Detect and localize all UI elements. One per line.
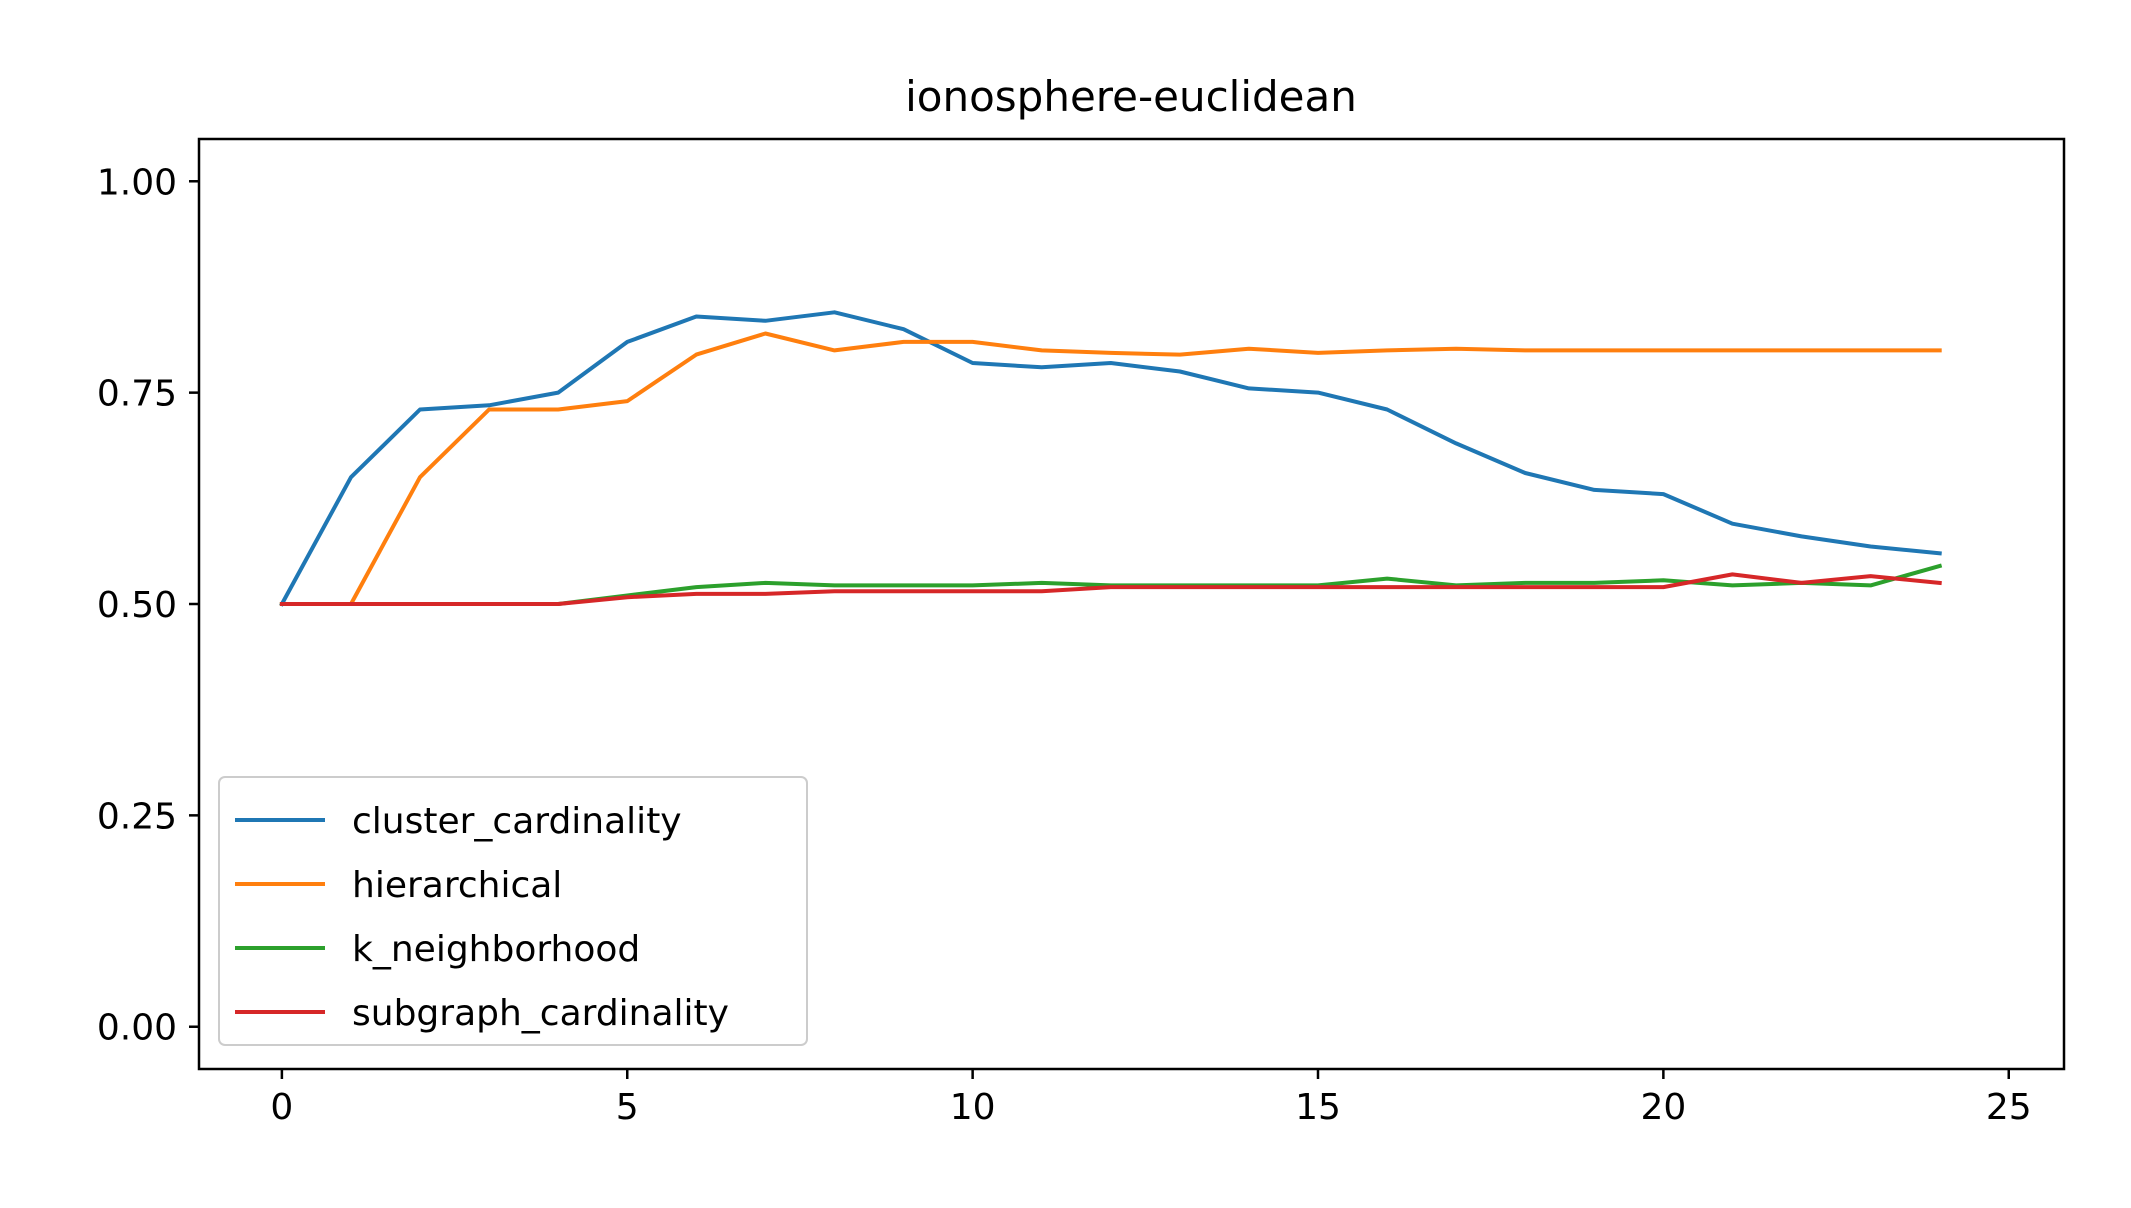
x-tick-label: 10 bbox=[950, 1087, 996, 1128]
series-line-subgraph-cardinality bbox=[279, 572, 1942, 606]
plot-frame bbox=[197, 137, 2066, 1071]
x-tick-label: 0 bbox=[270, 1087, 293, 1128]
y-tick-label: 0.25 bbox=[97, 796, 177, 837]
legend-label-hierarchical: hierarchical bbox=[352, 865, 562, 906]
axis-ticks: 0 5 10 15 20 25 0.00 0.25 0.50 0.75 1.00 bbox=[97, 162, 2032, 1128]
legend-label-k-neighborhood: k_neighborhood bbox=[352, 929, 640, 970]
x-tick-label: 25 bbox=[1986, 1087, 2032, 1128]
legend-box bbox=[218, 776, 808, 1046]
y-tick-label: 0.00 bbox=[97, 1008, 177, 1049]
legend: cluster_cardinality hierarchical k_neighbo… bbox=[218, 776, 808, 1046]
x-tick-label: 5 bbox=[616, 1087, 639, 1128]
x-tick-label: 20 bbox=[1640, 1087, 1686, 1128]
y-tick-label: 1.00 bbox=[97, 162, 177, 203]
legend-label-cluster-cardinality: cluster_cardinality bbox=[352, 801, 682, 842]
series-line-hierarchical bbox=[279, 331, 1942, 606]
chart-title: ionosphere-euclidean bbox=[905, 72, 1357, 121]
series-line-cluster-cardinality bbox=[279, 310, 1942, 607]
y-tick-label: 0.75 bbox=[97, 374, 177, 415]
x-tick-label: 15 bbox=[1295, 1087, 1341, 1128]
legend-label-subgraph-cardinality: subgraph_cardinality bbox=[352, 993, 729, 1034]
series-lines bbox=[279, 310, 1943, 607]
y-tick-label: 0.50 bbox=[97, 585, 177, 626]
